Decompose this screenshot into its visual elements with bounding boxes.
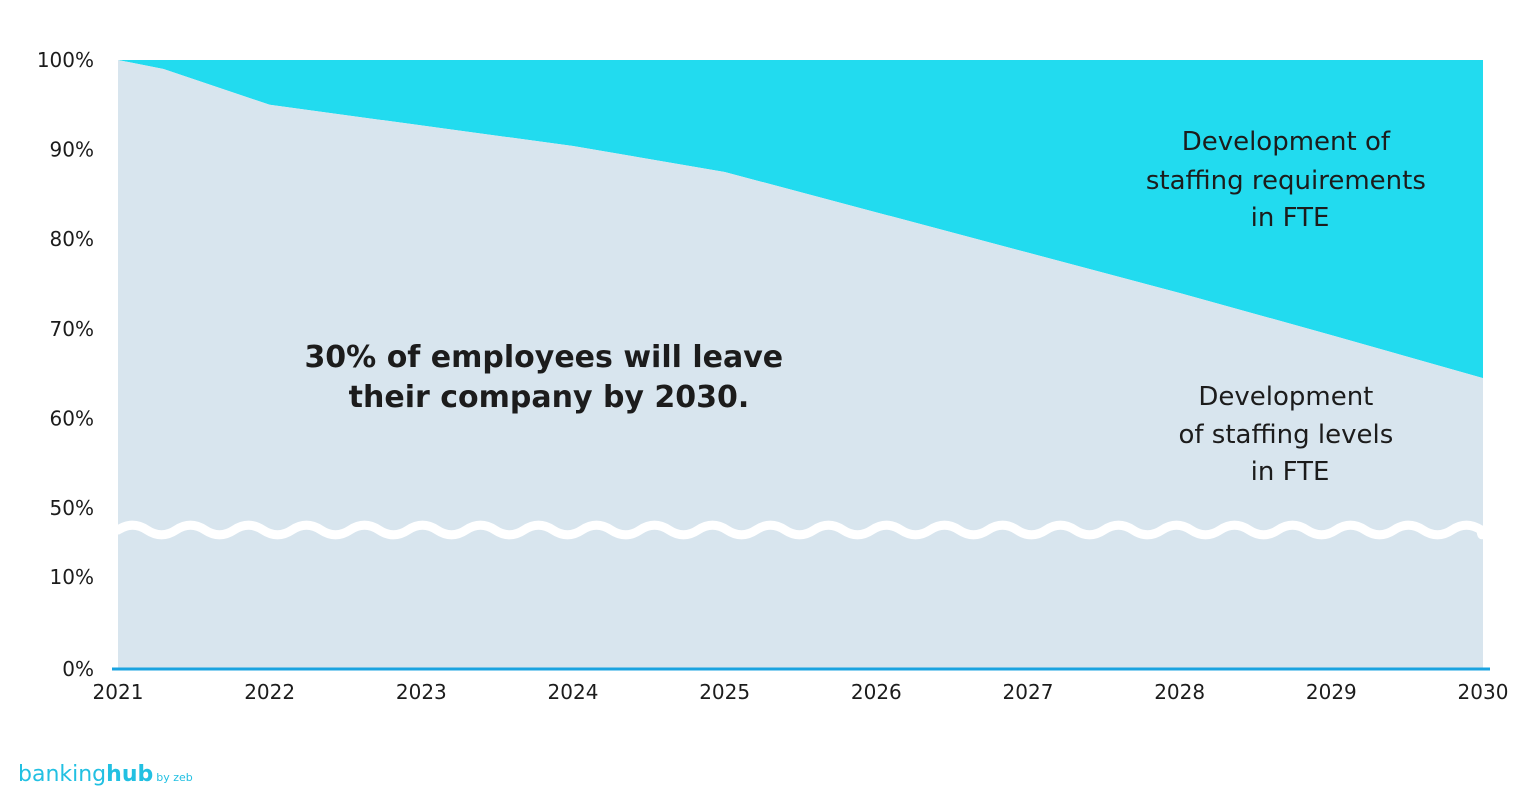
y-tick-label: 70% (50, 317, 94, 341)
headline-annotation: 30% of employees will leave their compan… (304, 340, 793, 415)
x-tick-label: 2023 (396, 680, 447, 704)
axis-break-wave (113, 520, 1488, 540)
x-tick-label: 2027 (1003, 680, 1054, 704)
levels-label-line-2: of staffing levels (1178, 420, 1393, 450)
bankinghub-logo: bankinghub by zeb (18, 762, 193, 787)
plot-area (112, 60, 1490, 671)
y-tick-label: 100% (37, 48, 94, 72)
requirements-label-line-1: Development of (1182, 127, 1391, 157)
requirements-area (118, 60, 1483, 379)
x-tick-label: 2028 (1154, 680, 1205, 704)
levels-label-line-1: Development (1198, 382, 1373, 412)
chart-annotations: 30% of employees will leave their compan… (304, 127, 1434, 487)
logo-word-hub: hub (106, 762, 154, 787)
levels-series-label: Development of staffing levels in FTE (1178, 382, 1401, 487)
requirements-label-line-3: in FTE (1251, 203, 1330, 233)
requirements-label-line-2: staffing requirements (1146, 166, 1426, 196)
x-tick-label: 2024 (548, 680, 599, 704)
y-tick-label: 50% (50, 496, 94, 520)
x-tick-label: 2021 (93, 680, 144, 704)
y-axis-tick-labels: 0% 10% 50% 60% 70% 80% 90% 100% (37, 48, 94, 681)
x-tick-label: 2022 (244, 680, 295, 704)
x-tick-label: 2026 (851, 680, 902, 704)
x-tick-label: 2030 (1458, 680, 1509, 704)
levels-label-line-3: in FTE (1251, 457, 1330, 487)
y-tick-label: 80% (50, 227, 94, 251)
x-tick-label: 2025 (699, 680, 750, 704)
x-axis-tick-labels: 2021 2022 2023 2024 2025 2026 2027 2028 2029 2030 (93, 680, 1509, 704)
staffing-levels-area (118, 60, 1483, 669)
x-tick-label: 2029 (1306, 680, 1357, 704)
y-tick-label: 0% (62, 657, 94, 681)
y-tick-label: 60% (50, 406, 94, 430)
y-tick-label: 10% (50, 565, 94, 589)
y-tick-label: 90% (50, 138, 94, 162)
headline-line-2: their company by 2030. (349, 380, 750, 415)
requirements-series-label: Development of staffing requirements in … (1146, 127, 1434, 233)
logo-word-banking: banking (18, 762, 107, 787)
logo-suffix: by zeb (156, 771, 193, 784)
headline-line-1: 30% of employees will leave (304, 340, 783, 375)
